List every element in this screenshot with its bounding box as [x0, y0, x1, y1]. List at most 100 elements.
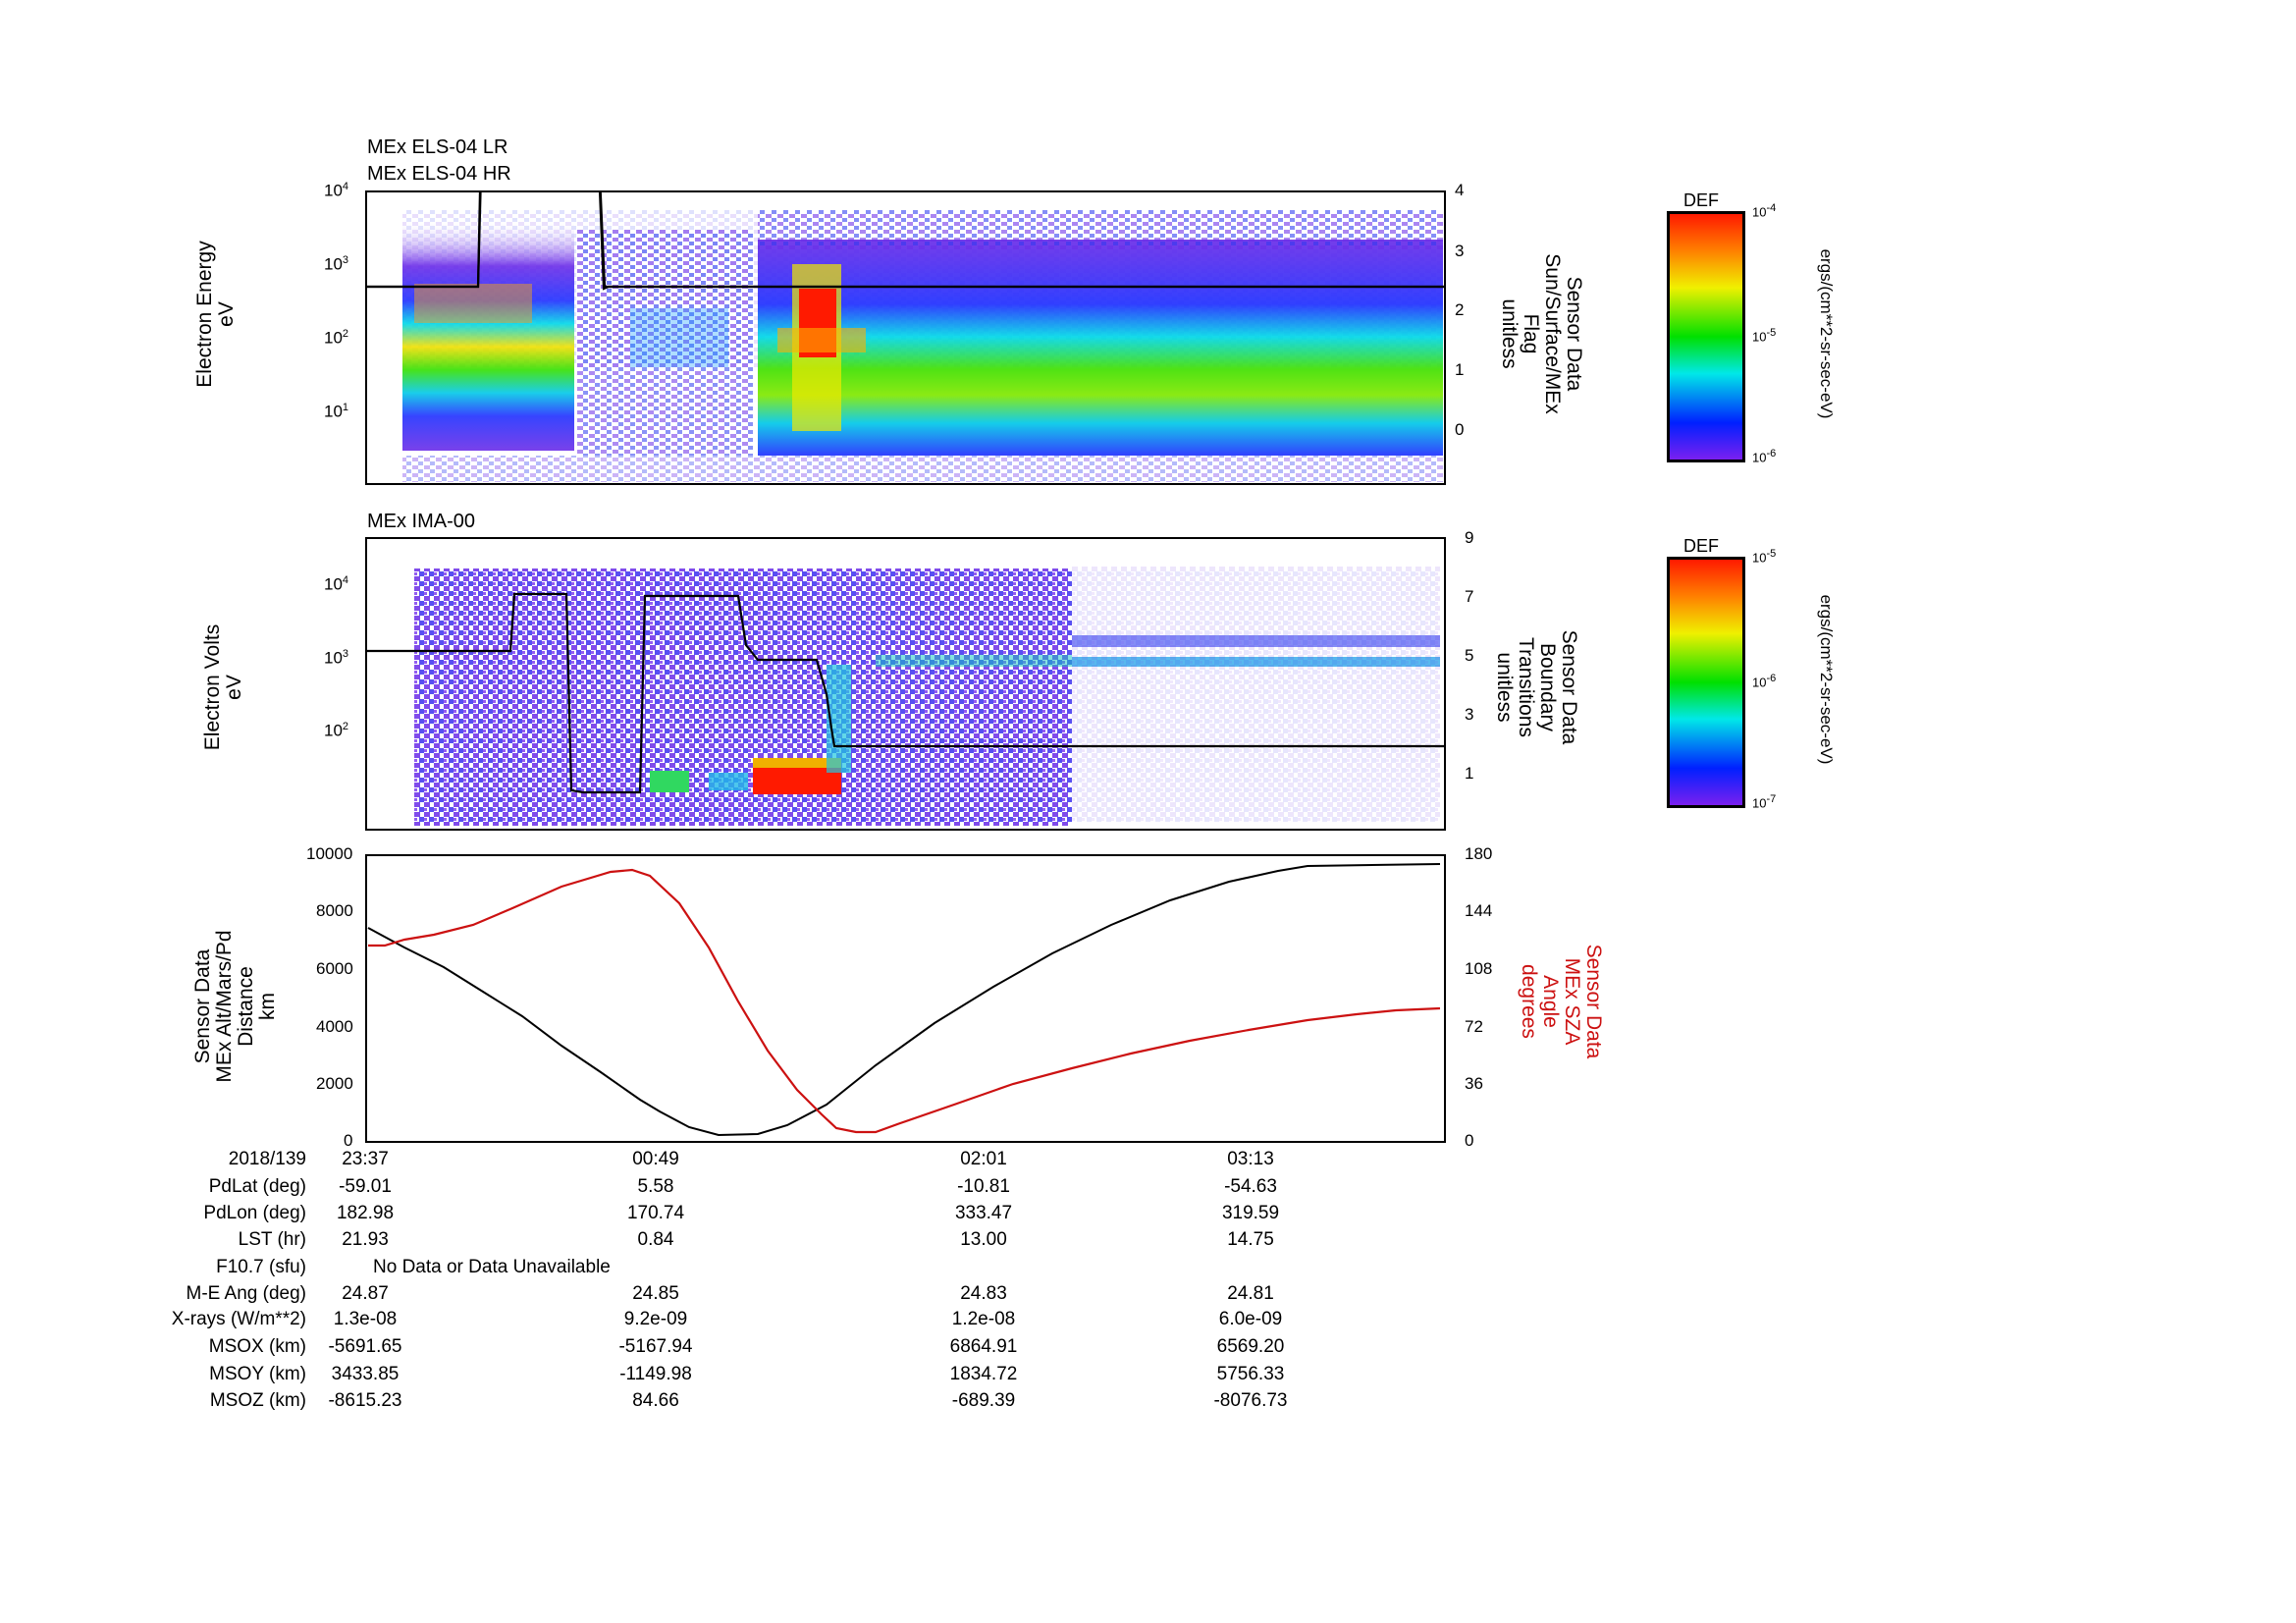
cell: 1.3e-08: [333, 1309, 398, 1329]
time-label: 23:37: [342, 1149, 389, 1169]
panel2-ytick-1e4: 104: [324, 574, 349, 594]
panel3-ytick-0: 0: [344, 1131, 353, 1150]
cell: 24.83: [960, 1283, 1007, 1304]
date-label: 2018/139: [228, 1149, 306, 1169]
cell: -689.39: [951, 1390, 1016, 1411]
cell: 5756.33: [1216, 1364, 1285, 1384]
cell: 13.00: [960, 1229, 1007, 1250]
panel1-spectrogram: [365, 190, 1445, 482]
cell: 6864.91: [949, 1336, 1018, 1357]
panel3-y2tick-0: 0: [1465, 1131, 1474, 1150]
row-label: PdLat (deg): [208, 1176, 306, 1197]
panel3-ytick-4000: 4000: [316, 1017, 353, 1036]
cell: 3433.85: [331, 1364, 400, 1384]
panel3-plot-area[interactable]: [365, 854, 1446, 1143]
cell: 319.59: [1221, 1203, 1280, 1223]
panel1-ytick-1e3: 103: [324, 254, 349, 274]
panel2-y2tick-7: 7: [1465, 587, 1474, 606]
time-label: 02:01: [960, 1149, 1007, 1169]
panel1-frame: [365, 190, 1446, 485]
row-label: MSOX (km): [208, 1336, 306, 1357]
colorbar2-max: 10-5: [1752, 548, 1777, 566]
panel2-y2tick-5: 5: [1465, 646, 1474, 665]
cell: -1149.98: [619, 1364, 692, 1384]
panel3-ytick-8000: 8000: [316, 901, 353, 920]
cell: 5.58: [637, 1176, 674, 1197]
panel3-y2tick-180: 180: [1465, 844, 1493, 863]
cell: 24.81: [1227, 1283, 1274, 1304]
cell: -10.81: [957, 1176, 1010, 1197]
no-data-note: No Data or Data Unavailable: [373, 1257, 611, 1277]
cell: -5691.65: [328, 1336, 402, 1357]
panel1-y2tick-4: 4: [1455, 181, 1465, 199]
panel2-ytick-1e2: 102: [324, 721, 349, 740]
panel2-y2tick-3: 3: [1465, 705, 1474, 724]
cell: 14.75: [1227, 1229, 1274, 1250]
colorbar2-units: ergs/(cm**2-sr-sec-eV): [1817, 594, 1836, 765]
panel1-y2label: Sensor Data Sun/Surface/MEx Flag unitless: [1498, 253, 1585, 414]
panel1-y2tick-1: 1: [1455, 360, 1465, 379]
panel3-y2label: Sensor Data MEx SZA Angle degrees: [1518, 944, 1605, 1059]
colorbar1-max: 10-4: [1752, 202, 1777, 220]
panel1-ytick-1e2: 102: [324, 328, 349, 348]
panel1-flag-line: [365, 190, 1445, 289]
row-label: X-rays (W/m**2): [171, 1309, 306, 1329]
colorbar2: [1667, 557, 1745, 808]
panel1-y2tick-2: 2: [1455, 300, 1465, 319]
colorbar1-title: DEF: [1683, 190, 1719, 210]
cell: 0.84: [637, 1229, 674, 1250]
row-label: M-E Ang (deg): [186, 1283, 307, 1304]
panel3-y2tick-144: 144: [1465, 901, 1493, 920]
panel2-spectrogram: [365, 567, 1445, 826]
panel2-title: MEx IMA-00: [367, 511, 476, 532]
colorbar2-min: 10-7: [1752, 793, 1777, 811]
panel1-ylabel: Electron Energy eV: [193, 241, 238, 388]
cell: 6.0e-09: [1218, 1309, 1283, 1329]
panel2-ytick-1e3: 103: [324, 648, 349, 668]
cell: 182.98: [336, 1203, 395, 1223]
cell: 1.2e-08: [951, 1309, 1016, 1329]
panel3-ytick-10000: 10000: [306, 844, 353, 863]
colorbar1-mid: 10-5: [1752, 327, 1777, 345]
row-label: MSOZ (km): [209, 1390, 306, 1411]
cell: -8076.73: [1213, 1390, 1288, 1411]
panel3-ylabel: Sensor Data MEx Alt/Mars/Pd Distance km: [191, 930, 279, 1083]
panel3-y2tick-72: 72: [1465, 1017, 1483, 1036]
cell: 1834.72: [949, 1364, 1018, 1384]
panel1-title-hr: MEx ELS-04 HR: [367, 163, 511, 185]
colorbar1-units: ergs/(cm**2-sr-sec-eV): [1817, 248, 1836, 419]
cell: 333.47: [954, 1203, 1013, 1223]
row-label: PdLon (deg): [203, 1203, 306, 1223]
cell: -8615.23: [328, 1390, 402, 1411]
cell: 6569.20: [1216, 1336, 1285, 1357]
cell: -5167.94: [618, 1336, 693, 1357]
cell: 170.74: [626, 1203, 685, 1223]
panel2-frame: [365, 537, 1446, 831]
colorbar1-min: 10-6: [1752, 448, 1777, 465]
panel1-title-lr: MEx ELS-04 LR: [367, 136, 508, 158]
cell: 9.2e-09: [623, 1309, 688, 1329]
panel1-ytick-1e4: 104: [324, 181, 349, 200]
altitude-line: [367, 863, 1441, 1137]
panel1-ytick-1e1: 101: [324, 402, 349, 421]
cell: -54.63: [1224, 1176, 1277, 1197]
row-label: F10.7 (sfu): [216, 1257, 306, 1277]
colorbar1: [1667, 211, 1745, 462]
panel1-y2tick-0: 0: [1455, 420, 1465, 439]
colorbar2-mid: 10-6: [1752, 673, 1777, 690]
panel2-y2label: Sensor Data Boundary Transitions unitless: [1493, 629, 1580, 745]
time-label: 00:49: [632, 1149, 679, 1169]
panel1-plot-area[interactable]: [365, 190, 1446, 485]
panel2-y2tick-9: 9: [1465, 528, 1474, 547]
panel3-y2tick-36: 36: [1465, 1074, 1483, 1093]
panel3-y2tick-108: 108: [1465, 959, 1493, 978]
cell: 24.87: [342, 1283, 389, 1304]
row-label: MSOY (km): [209, 1364, 306, 1384]
cell: -59.01: [339, 1176, 392, 1197]
panel2-plot-area[interactable]: [365, 537, 1446, 831]
cell: 21.93: [342, 1229, 389, 1250]
cell: 84.66: [632, 1390, 679, 1411]
panel2-ylabel: Electron Volts eV: [201, 623, 245, 751]
sza-line: [368, 868, 1441, 1134]
cell: 24.85: [632, 1283, 679, 1304]
